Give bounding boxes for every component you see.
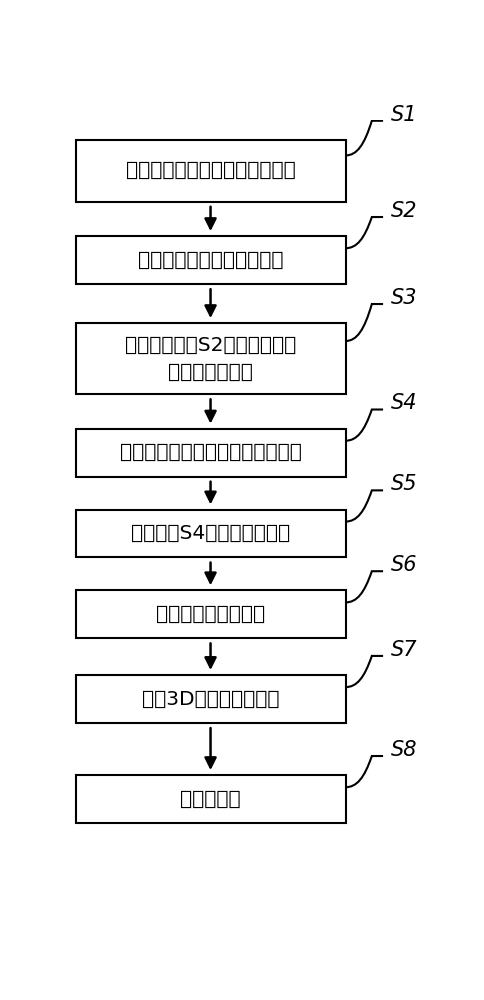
FancyBboxPatch shape	[76, 236, 346, 284]
Text: S6: S6	[391, 555, 417, 575]
Text: 通过快速迭代阵列，获取集合单元: 通过快速迭代阵列，获取集合单元	[120, 443, 302, 462]
Text: 重复执行步骤S2，调节参数，
获取优选单元体: 重复执行步骤S2，调节参数， 获取优选单元体	[125, 336, 296, 381]
Text: 三维建模，构建换热单元体: 三维建模，构建换热单元体	[138, 251, 283, 270]
FancyBboxPatch shape	[76, 775, 346, 823]
FancyBboxPatch shape	[76, 323, 346, 394]
Text: S3: S3	[391, 288, 417, 308]
Text: 完型与整合: 完型与整合	[180, 790, 241, 809]
Text: S7: S7	[391, 640, 417, 660]
FancyBboxPatch shape	[76, 140, 346, 202]
FancyBboxPatch shape	[76, 429, 346, 477]
FancyBboxPatch shape	[76, 590, 346, 638]
FancyBboxPatch shape	[76, 675, 346, 723]
Text: 构建热熔体型气液双相换热函数: 构建热熔体型气液双相换热函数	[126, 161, 295, 180]
Text: S5: S5	[391, 474, 417, 494]
Text: 进行力学模拟与优化: 进行力学模拟与优化	[156, 605, 265, 624]
Text: S2: S2	[391, 201, 417, 221]
Text: S4: S4	[391, 393, 417, 413]
Text: S8: S8	[391, 740, 417, 760]
Text: S1: S1	[391, 105, 417, 125]
FancyBboxPatch shape	[76, 510, 346, 557]
Text: 进行3D打印评估与优化: 进行3D打印评估与优化	[142, 690, 279, 709]
Text: 重复步骤S4，获取优选集合: 重复步骤S4，获取优选集合	[131, 524, 290, 543]
